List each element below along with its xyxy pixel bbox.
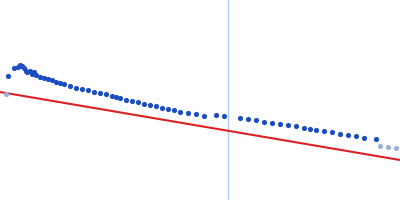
Point: [37, 75, 43, 79]
Point: [11, 66, 17, 70]
Point: [193, 113, 199, 116]
Point: [185, 111, 191, 115]
Point: [153, 105, 159, 108]
Point: [269, 121, 275, 124]
Point: [113, 95, 119, 99]
Point: [159, 106, 165, 109]
Point: [15, 65, 21, 69]
Point: [23, 69, 29, 73]
Point: [221, 114, 227, 118]
Point: [117, 97, 123, 100]
Point: [337, 132, 343, 135]
Point: [49, 78, 55, 82]
Point: [129, 99, 135, 103]
Point: [147, 103, 153, 107]
Point: [237, 116, 243, 120]
Point: [165, 107, 171, 111]
Point: [171, 109, 177, 112]
Point: [201, 114, 207, 117]
Point: [33, 73, 39, 77]
Point: [261, 120, 267, 123]
Point: [5, 74, 11, 78]
Point: [27, 69, 33, 73]
Point: [307, 127, 313, 130]
Point: [61, 82, 67, 86]
Point: [245, 118, 251, 121]
Point: [135, 101, 141, 104]
Point: [79, 87, 85, 91]
Point: [361, 136, 367, 139]
Point: [21, 66, 27, 70]
Point: [73, 86, 79, 89]
Point: [373, 137, 379, 141]
Point: [393, 147, 399, 150]
Point: [301, 126, 307, 129]
Point: [321, 129, 327, 133]
Point: [97, 91, 103, 95]
Point: [24, 70, 30, 74]
Point: [57, 81, 63, 85]
Point: [29, 72, 35, 76]
Point: [85, 88, 91, 92]
Point: [91, 90, 97, 93]
Point: [103, 93, 109, 96]
Point: [67, 84, 73, 88]
Point: [41, 76, 47, 80]
Point: [213, 113, 219, 117]
Point: [329, 131, 335, 134]
Point: [19, 64, 25, 68]
Point: [31, 70, 37, 74]
Point: [141, 102, 147, 105]
Point: [123, 98, 129, 101]
Point: [277, 122, 283, 126]
Point: [109, 94, 115, 98]
Point: [45, 77, 51, 81]
Point: [313, 128, 319, 131]
Point: [53, 80, 59, 84]
Point: [385, 145, 391, 149]
Point: [253, 119, 259, 122]
Point: [377, 144, 383, 148]
Point: [3, 92, 9, 96]
Point: [177, 110, 183, 113]
Point: [293, 125, 299, 128]
Point: [285, 124, 291, 127]
Point: [17, 63, 23, 67]
Point: [345, 133, 351, 137]
Point: [353, 134, 359, 138]
